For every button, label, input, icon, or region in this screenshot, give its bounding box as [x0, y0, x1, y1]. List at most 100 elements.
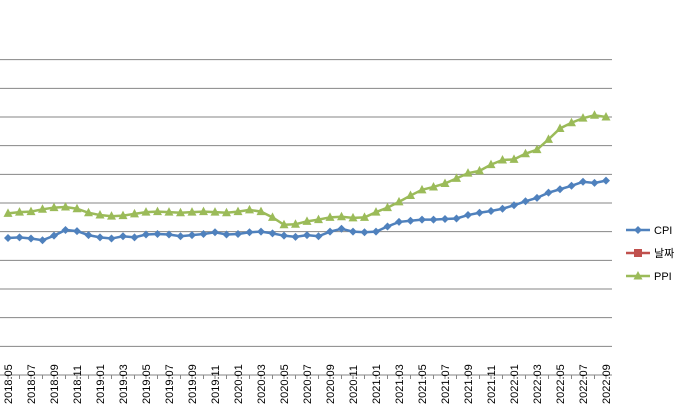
x-tick-label: 2018.11	[72, 365, 84, 404]
marker	[567, 181, 576, 190]
marker	[61, 202, 70, 211]
marker	[429, 215, 438, 224]
marker	[199, 206, 208, 216]
marker	[268, 229, 277, 238]
marker	[107, 211, 116, 220]
marker	[26, 206, 36, 216]
marker	[49, 202, 59, 212]
marker	[567, 117, 576, 127]
marker	[556, 185, 564, 194]
legend-label: PPI	[654, 271, 672, 283]
marker	[326, 227, 334, 236]
marker	[532, 144, 542, 154]
x-tick-label: 2018.09	[49, 364, 61, 404]
marker	[383, 222, 392, 231]
x-tick-label: 2020.01	[233, 364, 245, 404]
x-tick-label: 2020.07	[302, 364, 314, 404]
marker	[233, 206, 243, 216]
marker	[256, 206, 266, 216]
marker	[141, 207, 151, 216]
series-line	[7, 114, 607, 227]
marker	[510, 201, 518, 210]
marker	[590, 178, 599, 187]
marker	[417, 184, 427, 194]
marker	[521, 197, 530, 206]
marker	[210, 207, 220, 216]
marker	[337, 224, 346, 233]
marker	[406, 216, 415, 225]
marker	[279, 219, 289, 229]
marker	[188, 231, 196, 240]
x-tick-label: 2019.01	[95, 364, 107, 404]
x-tick-label: 2018.07	[26, 364, 38, 404]
marker	[95, 210, 105, 219]
marker	[187, 207, 197, 216]
x-tick-label: 2020.09	[325, 364, 337, 404]
marker	[406, 190, 415, 200]
marker	[578, 113, 588, 122]
marker	[633, 271, 643, 280]
marker	[441, 215, 449, 224]
x-tick-label: 2021.01	[371, 364, 383, 404]
x-tick-label: 2020.11	[348, 365, 360, 404]
x-tick-label: 2021.11	[486, 365, 498, 404]
marker	[372, 227, 380, 236]
marker	[498, 155, 507, 164]
x-tick-label: 2022.09	[601, 364, 613, 404]
marker	[291, 219, 300, 228]
marker	[487, 207, 495, 216]
marker	[73, 227, 81, 236]
marker	[222, 207, 231, 217]
x-tick-label: 2021.07	[440, 364, 452, 404]
marker	[521, 148, 530, 158]
marker	[130, 208, 139, 218]
marker	[555, 123, 565, 132]
marker	[463, 168, 473, 177]
marker	[509, 154, 519, 163]
marker	[475, 165, 484, 175]
marker	[164, 207, 174, 216]
marker	[394, 196, 404, 206]
marker	[96, 233, 104, 242]
marker	[418, 215, 426, 224]
marker	[38, 204, 47, 213]
marker	[371, 207, 381, 216]
marker	[475, 208, 484, 217]
marker	[176, 232, 185, 241]
x-tick-label: 2019.09	[187, 364, 199, 404]
marker	[302, 216, 312, 225]
x-tick-label: 2021.05	[417, 364, 429, 404]
marker	[452, 173, 461, 182]
marker	[4, 233, 12, 242]
marker	[452, 214, 461, 223]
marker	[634, 249, 642, 257]
marker	[15, 207, 24, 216]
marker	[634, 226, 642, 234]
marker	[360, 212, 369, 221]
marker	[50, 231, 58, 240]
legend-label: 날짜	[654, 247, 674, 260]
marker	[119, 232, 127, 241]
marker	[544, 188, 553, 197]
marker	[234, 229, 242, 238]
marker	[349, 227, 357, 236]
marker	[15, 233, 24, 242]
marker	[440, 178, 450, 188]
marker	[280, 231, 288, 240]
marker	[153, 206, 162, 216]
x-tick-label: 2018.05	[3, 364, 15, 404]
marker	[107, 234, 116, 243]
marker	[291, 232, 300, 241]
marker	[199, 229, 208, 238]
marker	[222, 230, 231, 239]
marker	[84, 207, 93, 217]
marker	[337, 211, 346, 221]
marker	[72, 203, 82, 213]
x-tick-label: 2019.07	[164, 364, 176, 404]
marker	[211, 228, 219, 237]
marker	[165, 230, 173, 239]
marker	[486, 159, 496, 169]
x-tick-label: 2019.11	[210, 365, 222, 404]
marker	[498, 204, 507, 213]
